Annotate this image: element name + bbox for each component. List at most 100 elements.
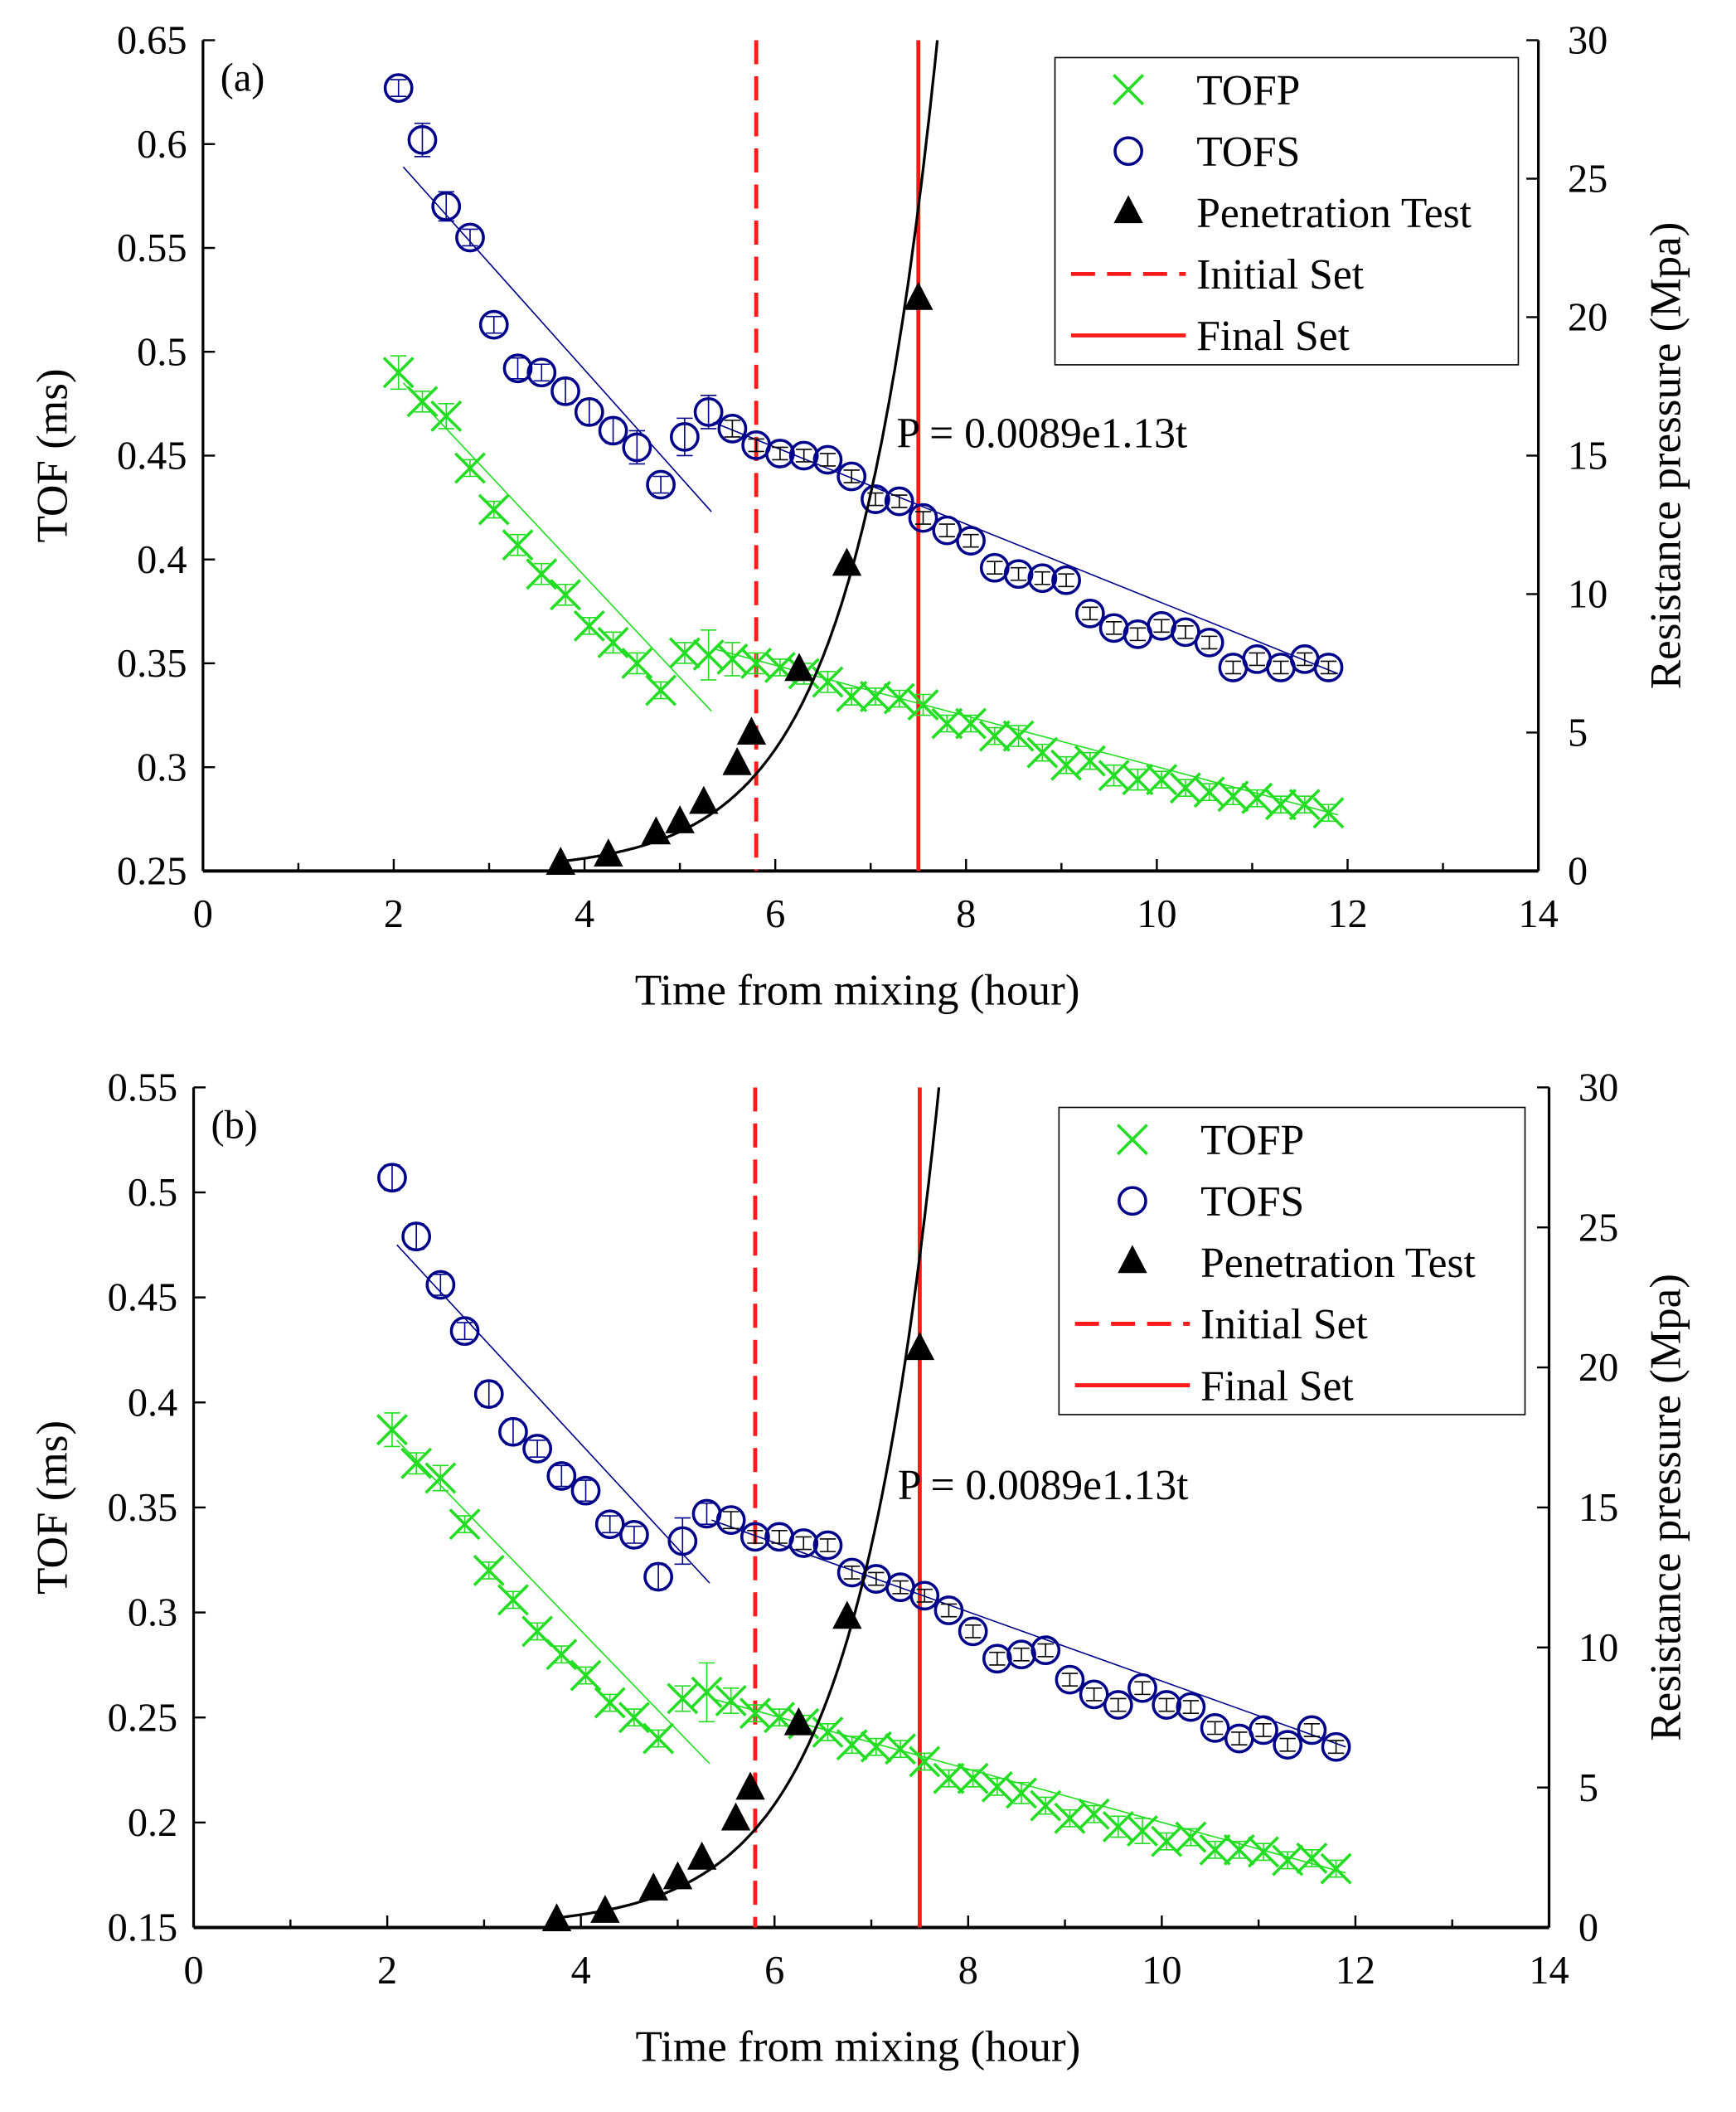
tofp-point	[1074, 745, 1106, 777]
tofs-point	[1249, 1715, 1278, 1745]
tofs-point	[431, 192, 462, 221]
y2-tick-label: 30	[1568, 19, 1607, 63]
y-tick-label: 0.2	[128, 1801, 177, 1845]
x-tick-label: 8	[956, 892, 976, 936]
tofs-point	[1176, 1692, 1206, 1722]
y-tick-label: 0.45	[108, 1276, 178, 1320]
tofs-point	[646, 469, 676, 500]
y-tick-label: 0.15	[108, 1906, 178, 1950]
tofp-point	[836, 1729, 868, 1761]
penetration-point	[686, 1841, 717, 1870]
tofp-point	[546, 1639, 578, 1671]
penetration-point	[720, 1802, 751, 1831]
tofp-point	[1217, 780, 1249, 813]
tofp-point	[909, 1745, 941, 1778]
tofs-point	[1030, 1635, 1061, 1666]
tofp-point	[618, 1702, 650, 1734]
x-axis-title: Time from mixing (hour)	[635, 966, 1080, 1014]
tofs-point	[1006, 1639, 1036, 1670]
tofp-point	[691, 1676, 723, 1708]
tofs-point	[693, 396, 724, 427]
x-tick-label: 12	[1336, 1949, 1375, 1993]
y2-tick-label: 10	[1578, 1626, 1618, 1670]
legend-label: TOFS	[1200, 1178, 1304, 1226]
y2-tick-label: 20	[1578, 1346, 1618, 1390]
tofs-point	[455, 222, 485, 253]
tofs-point	[1027, 563, 1058, 594]
tofs-point	[1103, 1690, 1133, 1720]
tofs-point	[643, 1561, 673, 1592]
tofp-point	[424, 1462, 457, 1494]
tofs-point	[836, 461, 867, 492]
tofp-point	[573, 609, 605, 642]
penetration-fit-curve	[560, 40, 939, 863]
tofs-point	[1200, 1713, 1230, 1743]
x-tick-label: 10	[1137, 892, 1176, 936]
x-tick-label: 4	[571, 1949, 591, 1993]
tofs-point	[812, 444, 843, 475]
tofs-trendline	[711, 1519, 1346, 1748]
tofs-point	[1194, 628, 1224, 658]
tofs-point	[598, 415, 628, 446]
penetration-point	[735, 1771, 765, 1800]
tofp-point	[526, 558, 558, 590]
y-tick-label: 0.3	[128, 1591, 177, 1635]
tofp-point	[1127, 1815, 1158, 1847]
tofp-point	[502, 529, 534, 561]
tofs-point	[788, 440, 819, 471]
tofp-point	[376, 1414, 408, 1446]
panel-b: 0 2 4 6 8 10 12 14 0.15 0.2 0.25 0.3 0.35 0.4 0.45 0.5 0…	[29, 1066, 1690, 2071]
tofs-point	[788, 1528, 819, 1558]
x-tick-label: 12	[1327, 892, 1367, 936]
tofs-point	[1297, 1715, 1327, 1745]
tofs-point	[958, 1616, 988, 1647]
tofs-point	[425, 1270, 456, 1300]
penetration-point	[904, 1332, 935, 1361]
x-tick-label: 6	[765, 892, 785, 936]
y-axis-title: TOF (ms)	[29, 1420, 77, 1595]
penetration-point	[665, 805, 695, 833]
x-tick-label: 0	[193, 892, 213, 936]
legend-label: Penetration Test	[1200, 1240, 1476, 1287]
tofp-point	[1264, 789, 1297, 821]
tofs-trendline	[713, 421, 1339, 675]
penetration-fit-curve	[556, 1087, 941, 1920]
tofp-point	[907, 689, 939, 721]
legend-label: Initial Set	[1200, 1301, 1368, 1348]
tofs-point	[526, 357, 557, 388]
penetration-point	[722, 746, 752, 775]
y-tick-label: 0.6	[137, 123, 187, 167]
tofp-point	[400, 1447, 433, 1479]
tofp-trendline	[402, 382, 712, 712]
y-tick-label: 0.55	[117, 226, 187, 270]
tofp-point	[550, 579, 582, 611]
penetration-point	[541, 1903, 572, 1932]
tofs-point	[861, 484, 890, 514]
y2-tick-label: 30	[1578, 1066, 1618, 1109]
legend-penetration-icon	[1118, 1245, 1147, 1274]
penetration-point	[662, 1861, 693, 1890]
x-tick-label: 2	[384, 892, 404, 936]
penetration-point	[904, 281, 933, 310]
tofs-point	[407, 124, 438, 155]
legend-label: TOFS	[1196, 129, 1300, 176]
tofs-point	[1055, 1664, 1085, 1695]
tofp-point	[715, 1684, 747, 1716]
penetration-point	[641, 816, 672, 845]
y2-tick-label: 0	[1568, 850, 1588, 894]
x-tick-label: 8	[958, 1949, 978, 1993]
x-axis-title: Time from mixing (hour)	[636, 2023, 1081, 2071]
tofp-point	[430, 400, 463, 432]
fit-equation-annotation: P = 0.0089e1.13t	[897, 410, 1188, 457]
y2-tick-label: 15	[1578, 1486, 1618, 1530]
y2-tick-label: 25	[1568, 158, 1607, 201]
legend: TOFP TOFS Penetration Test Initial Set Final…	[1058, 1106, 1526, 1415]
tofp-point	[454, 452, 486, 484]
tofp-point	[406, 386, 439, 418]
tofp-point	[643, 1722, 675, 1755]
penetration-point	[689, 785, 719, 814]
tofp-point	[1146, 764, 1178, 796]
tofs-point	[1051, 565, 1081, 595]
tofp-point	[668, 637, 701, 669]
